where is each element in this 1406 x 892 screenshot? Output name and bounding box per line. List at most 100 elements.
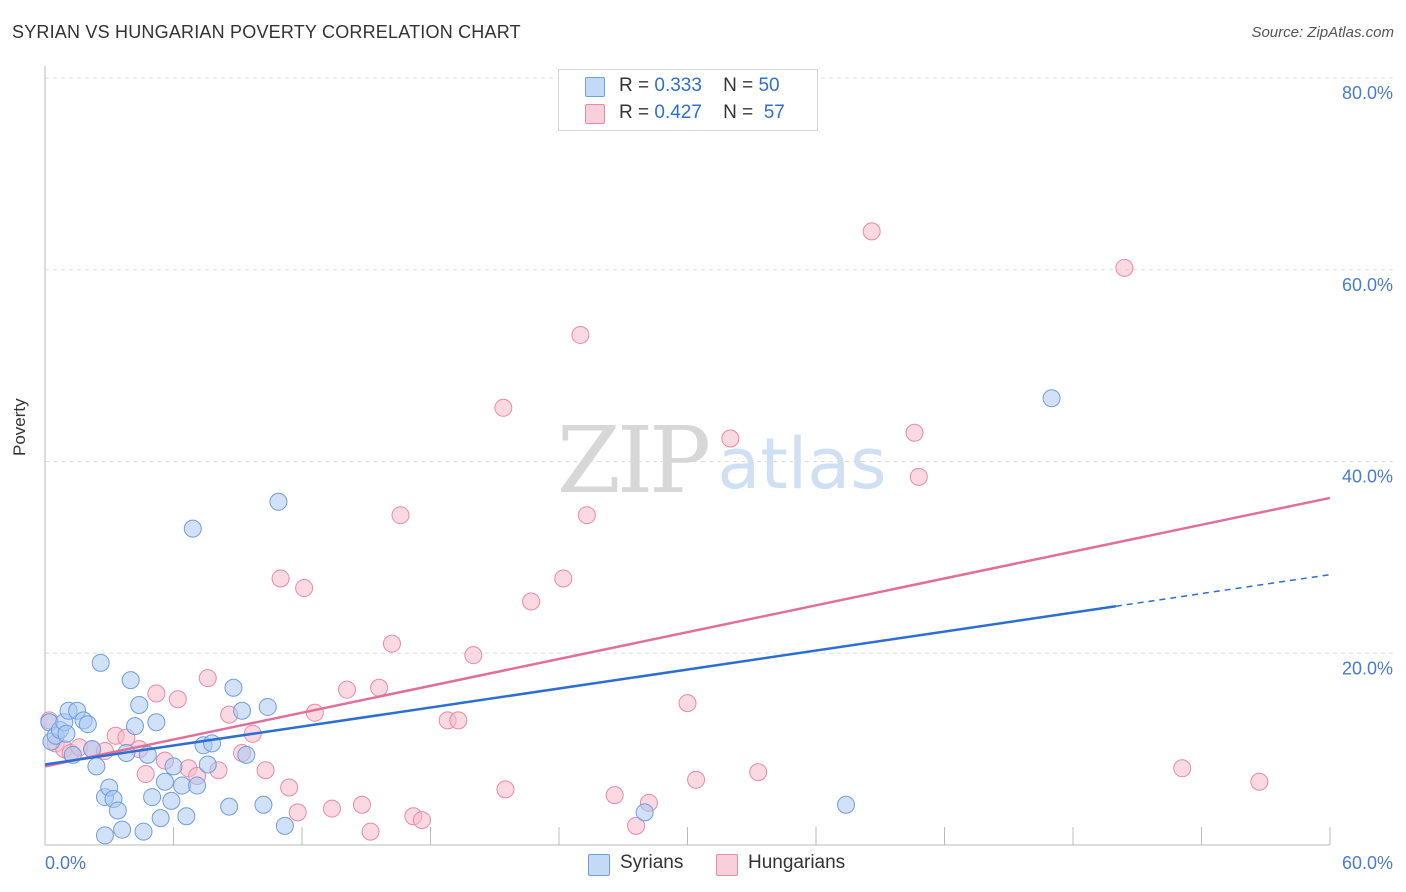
bottom-legend-label-hungarians: Hungarians — [748, 852, 846, 873]
hungarians-point — [361, 822, 380, 841]
syrians-point — [254, 795, 273, 814]
bottom-legend-swatch-hungarians — [716, 854, 738, 876]
syrians-point — [233, 701, 252, 720]
hungarians-point — [605, 786, 624, 805]
y-tick-label: 80.0% — [1342, 83, 1393, 103]
syrians-point — [173, 776, 192, 795]
hungarians-point — [687, 770, 706, 789]
legend: R = 0.333 N = 50 R = 0.427 N = 57 — [558, 69, 818, 131]
chart-title: SYRIAN VS HUNGARIAN POVERTY CORRELATION … — [12, 22, 521, 42]
hungarians-point — [136, 765, 155, 784]
hungarians-point — [494, 398, 513, 417]
hungarians-point — [198, 669, 217, 688]
watermark: ZIP atlas — [557, 407, 887, 514]
hungarians-point — [370, 678, 389, 697]
syrians-point — [237, 745, 256, 764]
axes — [44, 66, 1331, 846]
hungarians-point — [337, 680, 356, 699]
syrians-point — [188, 776, 207, 795]
hungarians-point — [1115, 258, 1134, 277]
hungarians-point — [391, 506, 410, 525]
hungarians-point — [627, 816, 646, 835]
syrians-point — [162, 791, 181, 810]
watermark-zip: ZIP — [557, 407, 708, 514]
bottom-legend-label-syrians: Syrians — [620, 852, 684, 873]
hungarians-points — [40, 222, 1269, 841]
hungarians-point — [271, 569, 290, 588]
syrians-point — [95, 826, 114, 845]
hungarians-point — [496, 780, 515, 799]
legend-swatch-hungarians — [585, 104, 605, 124]
legend-n-value-syrians: 50 — [758, 75, 780, 96]
watermark-atlas: atlas — [717, 423, 886, 505]
hungarians-point — [1173, 759, 1192, 778]
syrians-trend-line — [44, 605, 1117, 766]
syrians-trend-extension — [1115, 573, 1331, 608]
syrians-point — [113, 820, 132, 839]
hungarians-point — [147, 684, 166, 703]
legend-n-label: N = — [723, 102, 754, 123]
hungarians-point — [905, 423, 924, 442]
syrians-point — [258, 697, 277, 716]
legend-r-value-syrians: 0.333 — [654, 75, 702, 96]
grid-lines — [45, 77, 1395, 654]
hungarians-point — [522, 592, 541, 611]
syrians-point — [130, 696, 149, 715]
syrians-point — [275, 816, 294, 835]
legend-n-value-hungarians: 57 — [763, 102, 785, 123]
syrians-point — [635, 803, 654, 822]
hungarians-point — [464, 646, 483, 665]
hungarians-point — [909, 467, 928, 486]
hungarians-point — [305, 703, 324, 722]
legend-r-label: R = — [619, 102, 650, 123]
y-tick-label: 60.0% — [1342, 275, 1393, 295]
syrians-point — [836, 795, 855, 814]
syrians-point — [151, 809, 170, 828]
syrians-point — [125, 717, 144, 736]
hungarians-point — [382, 634, 401, 653]
syrians-point — [183, 519, 202, 538]
hungarians-point — [449, 711, 468, 730]
syrians-point — [164, 757, 183, 776]
syrians-point — [121, 671, 140, 690]
syrians-point — [143, 788, 162, 807]
syrians-point — [78, 715, 97, 734]
tick-labels: 20.0% 40.0% 60.0% 80.0% 0.0% 60.0% — [45, 83, 1393, 873]
syrians-point — [155, 772, 174, 791]
hungarians-point — [412, 811, 431, 830]
y-tick-label: 40.0% — [1342, 467, 1393, 487]
syrians-point — [134, 822, 153, 841]
legend-n-label: N = — [723, 75, 754, 96]
syrians-points — [40, 389, 1061, 845]
hungarians-point — [280, 778, 299, 797]
hungarians-point — [678, 694, 697, 713]
syrians-point — [91, 653, 110, 672]
x-tick-label: 60.0% — [1342, 853, 1393, 873]
legend-swatch-syrians — [585, 77, 605, 97]
syrians-point — [108, 801, 127, 820]
hungarians-point — [862, 222, 881, 241]
syrians-point — [203, 734, 222, 753]
hungarians-point — [577, 506, 596, 525]
hungarians-point — [168, 690, 187, 709]
hungarians-point — [749, 763, 768, 782]
hungarians-point — [295, 579, 314, 598]
syrians-point — [224, 678, 243, 697]
syrians-point — [198, 755, 217, 774]
syrians-point — [220, 797, 239, 816]
syrians-point — [1042, 389, 1061, 408]
hungarians-point — [288, 803, 307, 822]
legend-r-label: R = — [619, 75, 650, 96]
hungarians-point — [571, 325, 590, 344]
hungarians-trend-line — [44, 496, 1331, 768]
x-tick-label: 0.0% — [45, 853, 86, 873]
hungarians-point — [554, 569, 573, 588]
syrians-point — [57, 724, 76, 743]
hungarians-point — [256, 761, 275, 780]
hungarians-point — [322, 799, 341, 818]
hungarians-point — [721, 429, 740, 448]
trend-lines — [44, 496, 1331, 768]
syrians-point — [269, 492, 288, 511]
hungarians-point — [1250, 772, 1269, 791]
